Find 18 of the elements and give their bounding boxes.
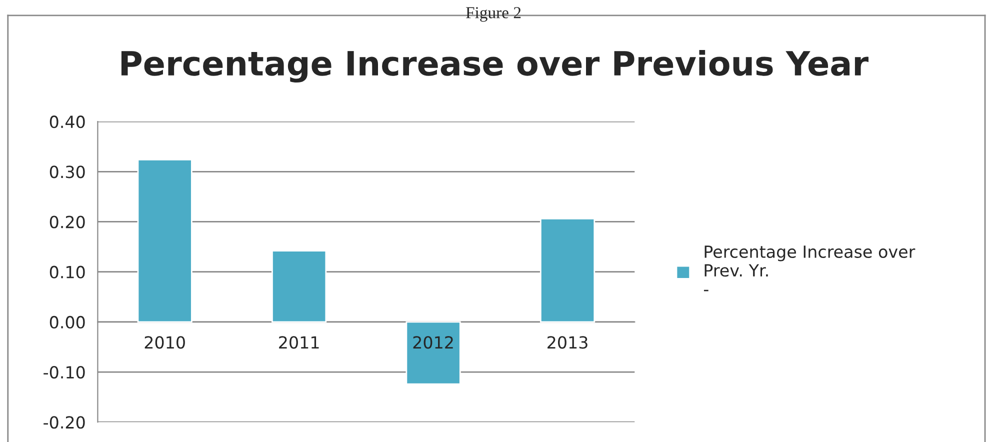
bar [540,218,596,323]
legend-label: Percentage Increase over Prev. Yr. - [704,246,916,292]
x-tick-label: 2011 [279,336,319,349]
y-tick-label: -0.10 [44,366,85,379]
x-tick-label: 2013 [548,336,588,349]
y-tick-label: 0.00 [50,316,85,328]
chart-title: Percentage Increase over Previous Year [121,50,868,83]
bar [406,321,461,385]
y-tick-label: 0.40 [50,116,85,128]
caption: Figure 2 [466,7,521,22]
y-tick-label: 0.10 [50,266,85,278]
x-tick-label: 2010 [144,336,185,349]
y-tick-label: 0.20 [50,216,85,228]
y-tick-label: -0.20 [44,416,85,429]
bar [137,158,192,323]
bar [272,250,327,323]
y-tick-label: 0.30 [50,166,85,178]
x-tick-label: 2012 [413,336,453,349]
